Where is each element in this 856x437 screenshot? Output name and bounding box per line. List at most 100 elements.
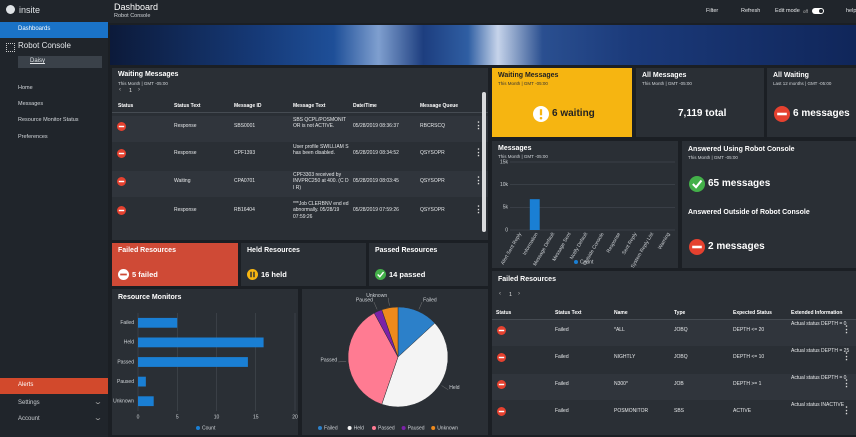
table-cell: QSYSOPR [420,150,445,156]
table-cell: Response [174,207,197,213]
scrollbar [482,92,486,232]
menu-item: Resource Monitor Status [18,117,79,123]
table-cell: Failed [555,408,569,414]
row-menu: ⋮ [474,120,483,130]
legend-swatch [401,426,406,430]
row-bg [112,171,488,197]
icon-glyph [118,125,124,127]
column-header: Type [674,310,686,316]
icon-glyph [692,179,703,189]
pie-leader [441,385,449,390]
y-tick-label: Failed [120,320,134,326]
kpi-value: 6 messages [793,108,850,119]
page-prev: ‹ [119,87,121,93]
column-header: Message Queue [420,103,459,109]
bar [138,396,154,407]
legend-swatch [318,426,322,430]
icon-glyph [118,209,124,211]
kpi-title: Failed Resources [118,247,176,254]
kpi-value: 5 failed [132,270,158,279]
answered-value: 2 messages [708,241,765,252]
pagination: 1 [509,292,513,298]
kpi-subtitle: This Month | GMT -05:00 [642,81,692,86]
table-cell: SBS0001 [234,123,256,129]
kpi-value: 14 passed [389,270,426,279]
icon-glyph [498,410,504,412]
chevron: ⌄ [93,415,103,422]
row-bg [492,374,856,400]
row-bg [492,347,856,373]
legend-label: Passed [378,425,395,431]
pie-leader [418,301,423,310]
legend-label: Paused [408,425,425,431]
x-tick-label: Response [606,231,623,254]
nav-selected [0,22,108,38]
chevron: ⌄ [93,399,103,406]
table-cell: Actual status DEPTH = 25 [791,348,850,354]
table-cell: SBS QCPL/POSMONIT OR is not ACTIVE. [293,117,346,130]
header-help: help [846,8,856,14]
pie-label: Unknown [366,293,387,299]
table-cell: Failed [555,327,569,333]
status-icon [116,205,126,215]
header-action: Filter [706,8,719,14]
status-icon [496,406,506,416]
icon-circle [246,268,258,280]
y-tick-label: 10k [500,182,509,188]
nav-bottom-item: Settings [18,400,40,406]
legend-label: Count [202,425,216,431]
pie-slice [381,322,449,408]
nav-item: Robot Console [18,41,71,50]
pie-leader [387,297,390,306]
pie-slice [347,312,399,405]
row-bg [112,200,488,226]
kpi-value: 7,119 total [678,108,727,119]
kpi-value: 6 waiting [552,108,595,119]
toggle-label: off [803,9,808,14]
answered-title: Answered Using Robot Console [688,146,795,153]
table-cell: Actual status INACTIVE [791,402,845,408]
x-tick-label: Warning [657,231,672,250]
y-tick-label: 0 [505,227,508,233]
bar [138,357,248,367]
brand: insite [19,5,41,15]
row-menu: ⋮ [842,324,851,334]
table-cell: RB16404 [234,207,255,213]
icon-glyph [498,329,504,331]
column-header: Status [496,310,512,316]
column-header: Date/Time [353,103,377,109]
icon-circle [374,268,386,280]
kpi-title: Waiting Messages [498,72,559,79]
header-bar [108,0,856,23]
header-action: Edit mode [775,8,800,14]
toggle-knob [819,9,823,13]
y-tick-label: Unknown [113,399,134,405]
nav-bottom-item: Alerts [18,382,34,388]
icon-glyph [376,271,384,278]
legend-label: Held [354,425,365,431]
chart-subtitle: This Month | GMT -05:00 [498,154,548,159]
row-bg [112,116,488,142]
icon-glyph [498,383,504,385]
pie-label: Passed [321,357,338,363]
table-cell: POSMONITOR [614,408,649,414]
x-tick-label: Information [522,231,540,256]
legend-label: Count [580,259,594,265]
status-icon [116,121,126,131]
page-next: › [138,87,140,93]
legend-swatch [347,426,352,430]
nav-bottom-item: Account [18,416,40,422]
status-icon [689,176,705,192]
nav-subitem: Daisy [30,58,46,64]
menu-item: Home [18,85,33,91]
kpi-card [112,243,238,286]
icon-glyph [119,273,127,275]
table-cell: Waiting [174,178,191,184]
header-rule [492,319,856,320]
icon-glyph [118,152,124,154]
pie-label: Held [449,385,460,391]
table-cell: CPF1393 [234,150,256,156]
y-tick-label: Held [124,340,135,346]
kpi-title: All Messages [642,72,687,79]
